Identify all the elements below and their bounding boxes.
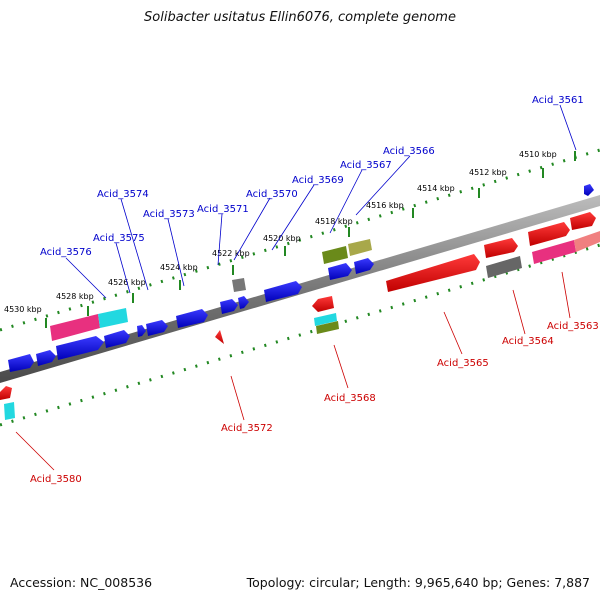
gene-block[interactable] (316, 321, 339, 334)
tick-label: 4510 kbp (519, 150, 557, 159)
gene-label[interactable]: Acid_3570 (246, 189, 298, 200)
gene-block[interactable] (348, 239, 372, 256)
gene-block[interactable] (232, 278, 246, 292)
gene-arrow[interactable] (176, 309, 208, 328)
tick-label: 4512 kbp (469, 168, 507, 177)
upper-tick-track (0, 148, 600, 332)
gene-arrow[interactable] (584, 184, 594, 196)
gene-arrow[interactable] (8, 354, 34, 372)
gene-arrow[interactable] (36, 350, 56, 366)
gene-label[interactable]: Acid_3567 (340, 160, 392, 171)
gene-arrow[interactable] (570, 212, 596, 230)
gene-label[interactable]: Acid_3574 (97, 189, 149, 200)
gene-arrow[interactable] (328, 263, 352, 280)
gene-arrow[interactable] (215, 330, 224, 344)
gene-arrow[interactable] (354, 258, 374, 274)
tick-label: 4518 kbp (315, 217, 353, 226)
tick-label: 4530 kbp (4, 305, 42, 314)
major-ticks (45, 151, 576, 328)
gene-arrow[interactable] (312, 296, 334, 312)
gene-label[interactable]: Acid_3569 (292, 175, 344, 186)
gene-label[interactable]: Acid_3565 (437, 358, 489, 369)
gene-label[interactable]: Acid_3568 (324, 393, 376, 404)
topology-text: Topology: circular; Length: 9,965,640 bp… (246, 575, 590, 590)
gene-arrow[interactable] (264, 281, 302, 302)
gene-label[interactable]: Acid_3571 (197, 204, 249, 215)
tick-label: 4516 kbp (366, 201, 404, 210)
gene-arrow[interactable] (0, 386, 12, 400)
forward-gene-labels: Acid_3561 Acid_3566 Acid_3567 Acid_3569 … (40, 95, 584, 258)
gene-block[interactable] (322, 246, 348, 264)
tick-label: 4514 kbp (417, 184, 455, 193)
gene-label[interactable]: Acid_3561 (532, 95, 584, 106)
accession-text: Accession: NC_008536 (10, 575, 153, 590)
gene-arrow[interactable] (220, 299, 238, 314)
gene-label[interactable]: Acid_3573 (143, 209, 195, 220)
gene-arrow[interactable] (104, 330, 130, 348)
gene-arrow[interactable] (56, 336, 104, 360)
gene-label[interactable]: Acid_3580 (30, 474, 82, 485)
gene-block[interactable] (532, 240, 576, 264)
reverse-gene-labels: Acid_3563 Acid_3564 Acid_3565 Acid_3568 … (30, 321, 599, 485)
gene-label[interactable]: Acid_3566 (383, 146, 435, 157)
reverse-genes (0, 296, 339, 420)
tick-label: 4522 kbp (212, 249, 250, 258)
gene-block[interactable] (314, 313, 337, 326)
lower-tick-track (0, 243, 600, 427)
gene-arrow[interactable] (238, 296, 249, 309)
gene-arrow[interactable] (528, 222, 570, 246)
gene-label[interactable]: Acid_3575 (93, 233, 145, 244)
gene-arrow[interactable] (386, 254, 480, 292)
reverse-leaders (15, 271, 571, 471)
gene-block[interactable] (486, 256, 522, 278)
gene-block[interactable] (98, 308, 128, 328)
gene-block[interactable] (574, 231, 600, 252)
map-title: Solibacter usitatus Ellin6076, complete … (144, 10, 456, 25)
gene-block[interactable] (50, 314, 100, 341)
forward-leaders (65, 104, 577, 299)
gene-label[interactable]: Acid_3564 (502, 336, 554, 347)
tick-label: 4524 kbp (160, 263, 198, 272)
gene-arrow[interactable] (137, 325, 146, 337)
gene-label[interactable]: Acid_3572 (221, 423, 273, 434)
tick-label: 4520 kbp (263, 234, 301, 243)
forward-genes (8, 184, 600, 372)
gene-arrow[interactable] (484, 238, 518, 258)
tick-label: 4528 kbp (56, 292, 94, 301)
gene-arrow[interactable] (146, 320, 168, 336)
gene-label[interactable]: Acid_3563 (547, 321, 599, 332)
gene-label[interactable]: Acid_3576 (40, 247, 92, 258)
gene-block[interactable] (4, 402, 15, 420)
